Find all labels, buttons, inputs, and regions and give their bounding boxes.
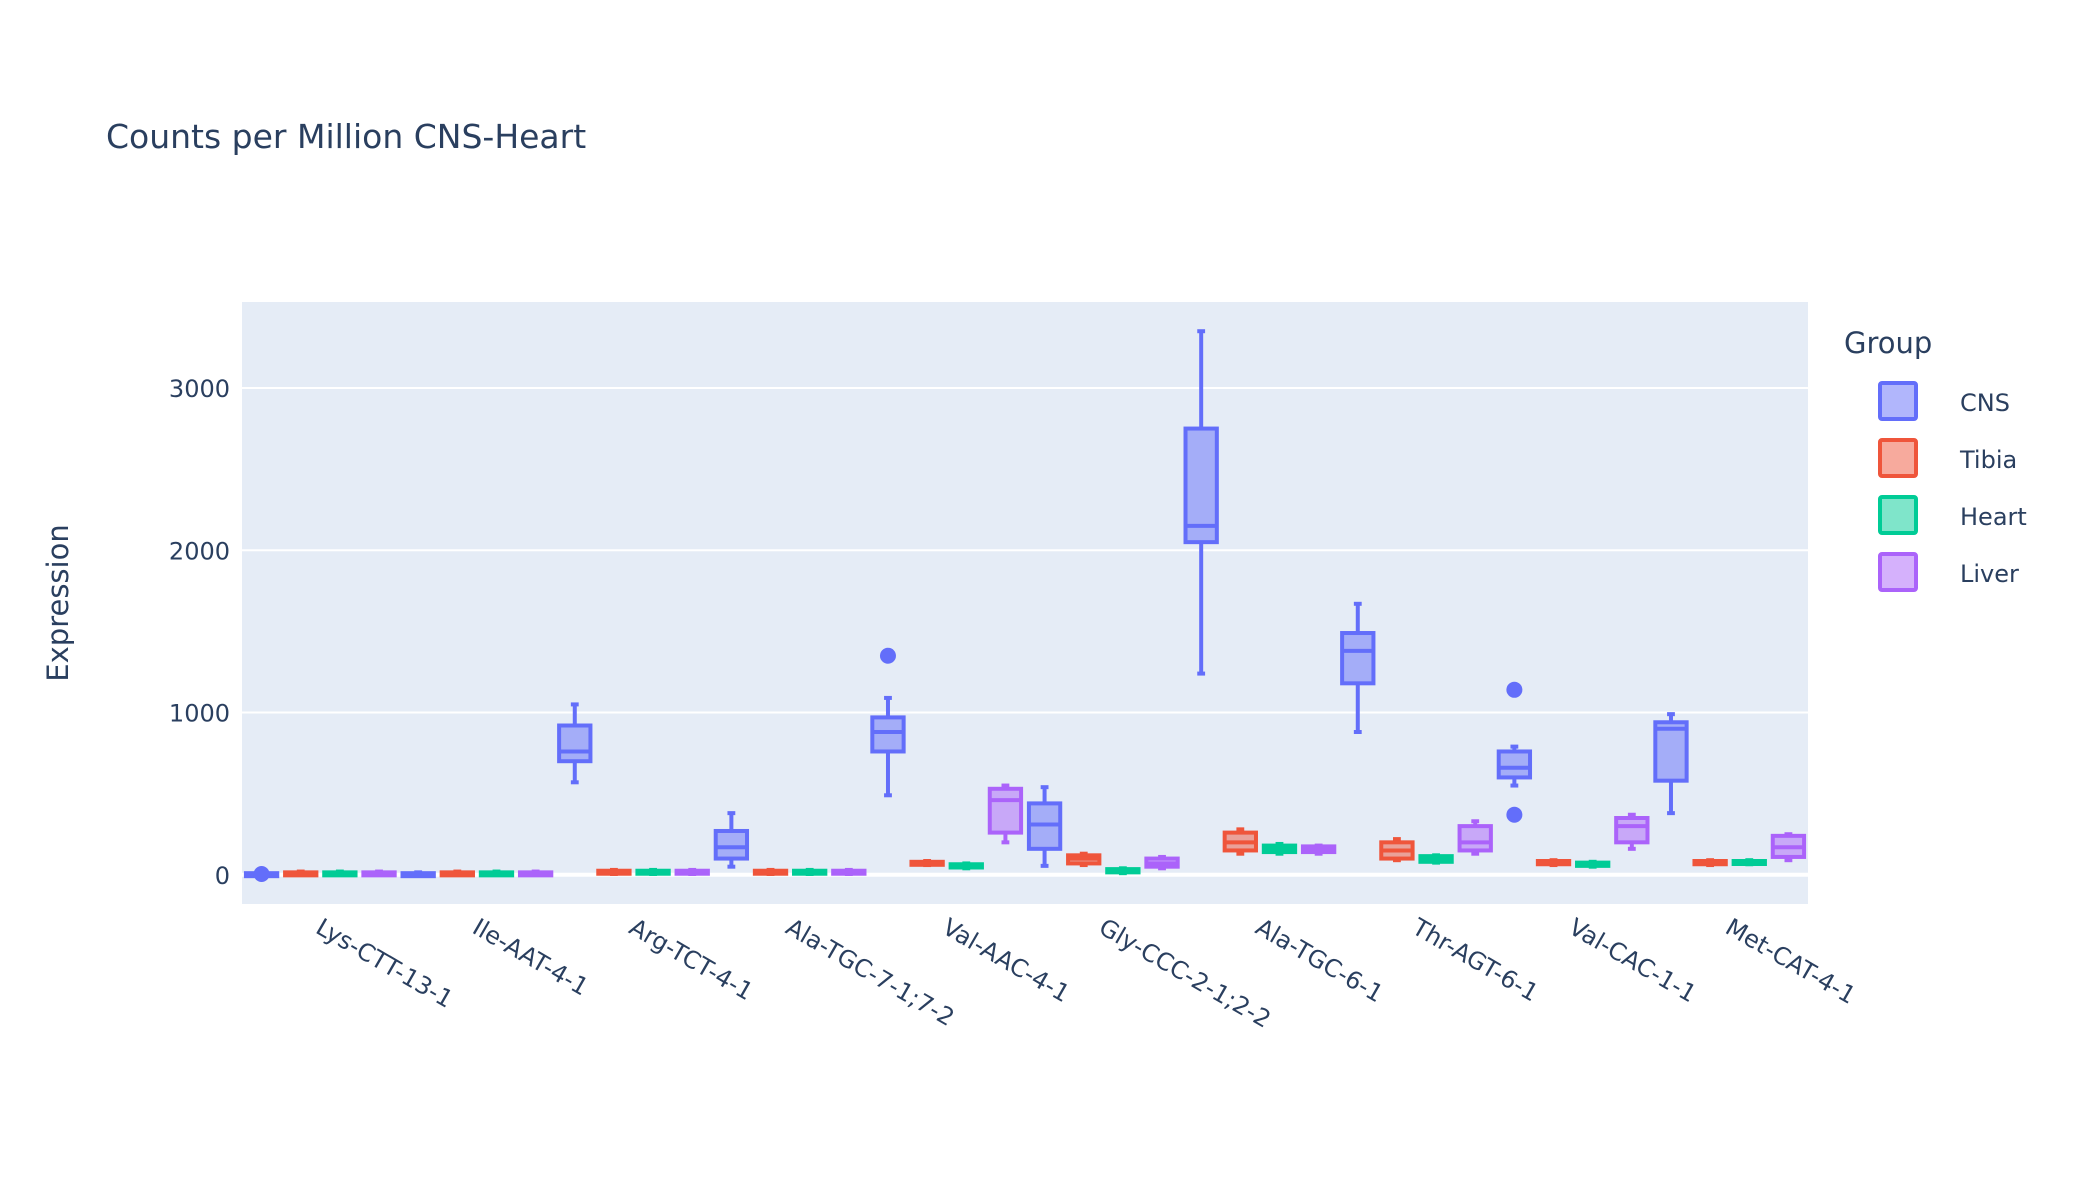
y-tick-label: 0 xyxy=(215,862,230,890)
x-tick-label: Val-CAC-1-1 xyxy=(1564,913,1701,1008)
legend-item-cns[interactable]: CNS xyxy=(1878,381,2010,421)
box-tibia-5[interactable] xyxy=(909,859,945,868)
x-tick-label: Ala-TGC-7-1;7-2 xyxy=(781,913,959,1032)
series-tibia xyxy=(283,827,1728,878)
box-heart-5[interactable] xyxy=(948,861,984,871)
box-iqr xyxy=(987,786,1024,835)
legend-item-liver[interactable]: Liver xyxy=(1878,552,2019,592)
box-iqr xyxy=(1496,749,1533,780)
y-axis-title: Expression xyxy=(41,524,75,681)
legend-swatch xyxy=(1878,438,1918,478)
box-iqr xyxy=(1614,816,1650,845)
box-liver-8[interactable] xyxy=(1457,819,1493,856)
x-tick-label: Gly-CCC-2-1;2-2 xyxy=(1094,913,1275,1034)
legend-item-tibia[interactable]: Tibia xyxy=(1878,438,2017,478)
box-heart-7[interactable] xyxy=(1261,841,1298,856)
x-tick-label: Arg-TCT-4-1 xyxy=(625,913,758,1006)
box-cns-5[interactable] xyxy=(870,647,906,798)
box-iqr xyxy=(1340,631,1376,686)
legend-item-heart[interactable]: Heart xyxy=(1878,495,2027,535)
box-liver-9[interactable] xyxy=(1614,812,1650,851)
box-liver-6[interactable] xyxy=(1144,854,1180,871)
box-tibia-8[interactable] xyxy=(1379,837,1415,863)
plot-area xyxy=(242,302,1808,904)
box-cns-3[interactable] xyxy=(557,702,593,785)
series-liver xyxy=(361,783,1807,878)
legend-swatch xyxy=(1878,381,1918,421)
y-tick-label: 1000 xyxy=(169,700,230,728)
x-tick-labels: Lys-CTT-13-1 Ile-AAT-4-1 Arg-TCT-4-1 Ala-TG… xyxy=(311,912,1860,1033)
box-cns-7[interactable] xyxy=(1183,329,1219,676)
box-tibia-7[interactable] xyxy=(1222,827,1258,856)
box-liver-2[interactable] xyxy=(517,869,554,878)
box-heart-3[interactable] xyxy=(635,867,671,876)
x-tick-label: Met-CAT-4-1 xyxy=(1721,913,1861,1010)
outlier-point xyxy=(1506,806,1523,823)
box-cns-4[interactable] xyxy=(713,811,750,869)
box-tibia-6[interactable] xyxy=(1066,851,1102,868)
y-tick-label: 3000 xyxy=(169,375,230,403)
box-tibia-4[interactable] xyxy=(752,867,789,876)
x-tick-label: Lys-CTT-13-1 xyxy=(311,913,458,1014)
box-heart-6[interactable] xyxy=(1105,866,1141,876)
legend-label: Tibia xyxy=(1959,446,2017,474)
legend-label: CNS xyxy=(1960,389,2010,417)
legend-swatch xyxy=(1878,552,1918,592)
box-iqr xyxy=(1183,426,1219,545)
box-cns-6[interactable] xyxy=(1026,785,1063,868)
x-tick-label: Ala-TGC-6-1 xyxy=(1251,913,1388,1008)
box-cns-10[interactable] xyxy=(1653,712,1689,816)
box-liver-10[interactable] xyxy=(1770,832,1807,863)
outlier-point xyxy=(879,647,896,664)
outlier-point xyxy=(1506,681,1523,698)
box-tibia-1[interactable] xyxy=(283,869,319,878)
box-liver-5[interactable] xyxy=(987,783,1024,845)
box-cns-1[interactable] xyxy=(243,865,280,882)
box-iqr xyxy=(557,723,593,764)
box-cns-2[interactable] xyxy=(400,870,436,879)
box-liver-1[interactable] xyxy=(361,869,397,878)
legend-label: Heart xyxy=(1960,503,2027,531)
box-heart-1[interactable] xyxy=(322,869,358,878)
box-cns-8[interactable] xyxy=(1340,601,1376,734)
box-tibia-9[interactable] xyxy=(1535,858,1572,868)
box-tibia-10[interactable] xyxy=(1692,858,1728,868)
x-tick-label: Ile-AAT-4-1 xyxy=(468,913,593,1002)
chart-title: Counts per Million CNS-Heart xyxy=(106,117,586,156)
legend-title: Group xyxy=(1844,326,1932,360)
box-heart-9[interactable] xyxy=(1575,859,1611,869)
x-tick-label: Thr-AGT-6-1 xyxy=(1407,912,1543,1007)
legend[interactable]: Group CNS Tibia Heart Liver xyxy=(1844,326,2027,592)
box-cns-9[interactable] xyxy=(1496,681,1533,823)
box-iqr xyxy=(713,828,750,861)
box-heart-10[interactable] xyxy=(1731,858,1767,867)
legend-swatch xyxy=(1878,495,1918,535)
box-iqr xyxy=(870,715,906,754)
series-cns xyxy=(243,329,1689,882)
box-liver-7[interactable] xyxy=(1300,843,1337,856)
box-iqr xyxy=(1653,720,1689,783)
outlier-point xyxy=(253,865,270,882)
box-liver-4[interactable] xyxy=(831,867,867,876)
y-tick-label: 2000 xyxy=(169,537,230,565)
y-tick-labels: 0 1000 2000 3000 xyxy=(169,375,230,890)
box-tibia-2[interactable] xyxy=(439,869,475,878)
legend-label: Liver xyxy=(1960,560,2019,588)
box-heart-8[interactable] xyxy=(1418,853,1454,865)
series-heart xyxy=(322,841,1767,878)
box-tibia-3[interactable] xyxy=(596,867,632,876)
box-heart-2[interactable] xyxy=(478,869,515,878)
box-liver-3[interactable] xyxy=(674,867,710,876)
box-series xyxy=(243,329,1807,882)
box-heart-4[interactable] xyxy=(792,867,828,876)
box-iqr xyxy=(1457,824,1493,853)
x-tick-label: Val-AAC-4-1 xyxy=(938,913,1075,1008)
